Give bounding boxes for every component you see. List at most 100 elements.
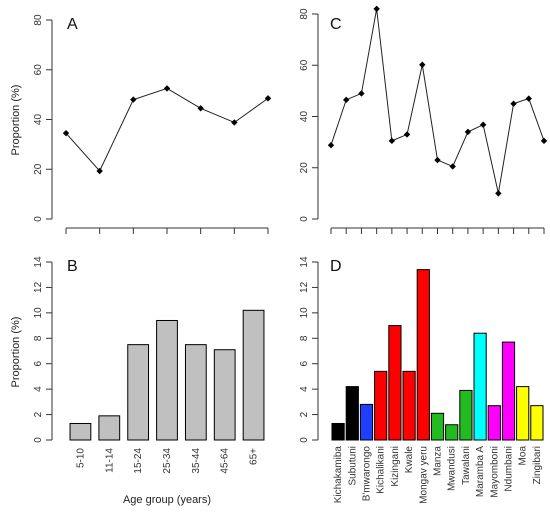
x-tick-label: 11-14 bbox=[104, 448, 115, 473]
data-point bbox=[327, 142, 335, 149]
data-point bbox=[434, 156, 441, 164]
bar bbox=[98, 415, 121, 441]
x-tick-label: Kizingani bbox=[390, 446, 401, 487]
x-tick-label: Moa bbox=[518, 446, 529, 466]
data-point bbox=[62, 129, 70, 137]
bar bbox=[516, 386, 530, 441]
panel-c-series bbox=[327, 5, 548, 197]
panel-c-y-tick-label: 20 bbox=[299, 162, 310, 174]
data-point bbox=[264, 95, 272, 102]
data-point bbox=[525, 95, 532, 102]
data-point bbox=[449, 163, 456, 170]
data-point bbox=[419, 61, 426, 68]
panel-c-label: C bbox=[330, 16, 342, 33]
panel-c-line bbox=[330, 8, 545, 194]
panel-c-y-tick-label: 0 bbox=[299, 216, 310, 222]
panel-b-y-tick-label: 12 bbox=[33, 281, 44, 293]
x-tick-label: Maramba A bbox=[475, 446, 486, 497]
panel-b-label: B bbox=[67, 258, 78, 275]
data-point bbox=[495, 190, 502, 197]
panel-a-y-tick-label: 80 bbox=[33, 14, 44, 26]
x-tick-label: Mwandusi bbox=[447, 446, 458, 491]
data-point bbox=[464, 128, 472, 136]
bar bbox=[359, 403, 374, 441]
panel-a-y-tick-label: 20 bbox=[33, 163, 44, 175]
x-tick-label: Tawalani bbox=[461, 446, 472, 485]
data-point bbox=[358, 90, 365, 97]
panel-b-y-tick-label: 6 bbox=[33, 360, 44, 366]
bar bbox=[530, 405, 544, 441]
panel-b-y-axis: 0 2 4 6 8 10 12 14 bbox=[33, 256, 53, 443]
panel-b-y-tick-label: 0 bbox=[33, 437, 44, 443]
panel-a-series bbox=[62, 85, 272, 175]
panel-b-xlabel: Age group (years) bbox=[123, 494, 211, 506]
panel-a: A Proportion (%) 0 20 40 60 80 bbox=[10, 14, 272, 234]
panel-a-y-axis: 0 20 40 60 80 bbox=[33, 14, 53, 222]
x-tick-label: 15-24 bbox=[133, 448, 144, 474]
panel-b-y-tick-label: 10 bbox=[33, 307, 44, 319]
data-point bbox=[197, 105, 204, 112]
panel-a-ylabel: Proportion (%) bbox=[10, 85, 22, 156]
data-point bbox=[163, 85, 171, 92]
bar bbox=[331, 422, 345, 441]
panel-c: C 0 20 40 60 80 bbox=[299, 5, 548, 234]
panel-b-bars bbox=[69, 309, 265, 441]
bar bbox=[69, 422, 92, 441]
panel-a-x-axis bbox=[65, 227, 269, 234]
x-tick-label: 45-64 bbox=[220, 448, 231, 474]
panel-d-label: D bbox=[330, 258, 342, 275]
panel-d-y-tick-label: 2 bbox=[299, 411, 310, 417]
bar bbox=[402, 370, 416, 441]
bar bbox=[156, 319, 178, 441]
x-tick-label: 65+ bbox=[249, 448, 260, 465]
x-tick-label: 5-10 bbox=[75, 448, 86, 468]
bar bbox=[374, 370, 388, 441]
bar bbox=[213, 349, 236, 441]
panel-d-y-tick-label: 4 bbox=[299, 386, 310, 392]
bar bbox=[127, 344, 150, 441]
data-point bbox=[231, 119, 238, 126]
bar bbox=[459, 389, 473, 441]
panel-d-y-tick-label: 14 bbox=[299, 256, 310, 268]
data-point bbox=[388, 137, 396, 145]
data-point bbox=[403, 131, 411, 138]
panel-c-y-tick-label: 80 bbox=[299, 8, 310, 20]
x-tick-label: Kichakamiba bbox=[333, 446, 344, 504]
x-tick-label: Kwale bbox=[404, 446, 415, 474]
bar bbox=[501, 341, 516, 441]
data-point bbox=[343, 96, 350, 104]
bar bbox=[487, 405, 501, 441]
panel-b-y-tick-label: 2 bbox=[33, 411, 44, 417]
x-tick-label: Zingibari bbox=[532, 446, 543, 484]
bar bbox=[445, 424, 459, 441]
panel-d-bars bbox=[331, 269, 544, 441]
x-tick-label: Mayomboni bbox=[489, 446, 500, 498]
bar bbox=[430, 412, 445, 441]
bar bbox=[416, 269, 430, 441]
panel-a-y-tick-label: 60 bbox=[33, 64, 44, 76]
data-point bbox=[479, 121, 487, 128]
panel-b-x-ticks: 5-10 11-14 15-24 25-34 35-44 45-64 65+ bbox=[75, 448, 259, 474]
x-tick-label: Ndumbani bbox=[504, 446, 515, 492]
x-tick-label: 35-44 bbox=[191, 448, 202, 474]
x-tick-label: B'mwarongo bbox=[362, 446, 373, 502]
bar bbox=[242, 309, 265, 441]
panel-d-x-ticks: Kichakamiba Subutuni B'mwarongo Kichalikani… bbox=[333, 446, 543, 504]
panel-a-y-tick-label: 40 bbox=[33, 114, 44, 126]
panel-d-y-tick-label: 12 bbox=[299, 281, 310, 293]
x-tick-label: 25-34 bbox=[162, 448, 173, 474]
x-tick-label: Manza bbox=[433, 446, 444, 476]
panel-a-line bbox=[65, 87, 269, 172]
panel-c-y-tick-label: 60 bbox=[299, 59, 310, 71]
panel-d-y-tick-label: 0 bbox=[299, 437, 310, 443]
panel-c-x-axis bbox=[330, 227, 545, 234]
panel-a-label: A bbox=[67, 16, 78, 33]
data-point bbox=[96, 167, 103, 175]
panel-d-y-tick-label: 8 bbox=[299, 335, 310, 341]
panel-d: D 0 2 4 6 8 10 12 14 Kichakamiba Subutuni B'mwaro… bbox=[299, 256, 544, 504]
panel-d-y-tick-label: 10 bbox=[299, 307, 310, 319]
bar bbox=[473, 332, 487, 441]
x-tick-label: Kichalikani bbox=[376, 446, 387, 494]
panel-d-y-axis: 0 2 4 6 8 10 12 14 bbox=[299, 256, 319, 443]
